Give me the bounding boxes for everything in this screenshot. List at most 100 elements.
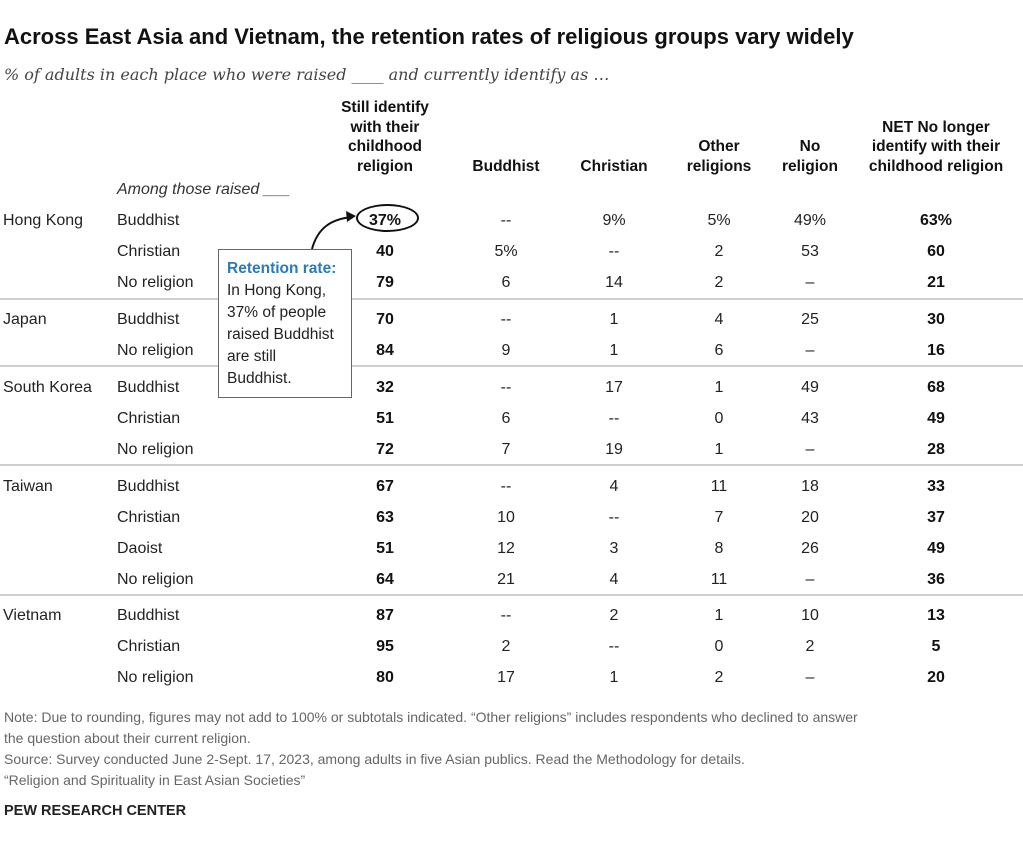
retention-callout: Retention rate: In Hong Kong, 37% of peo… — [218, 249, 352, 398]
table-row: Christian 63 10 -- 7 20 37 — [0, 502, 1023, 533]
value-cell-christian: 17 — [605, 379, 623, 396]
value-cell-none: 53 — [801, 243, 819, 260]
value-cell-other: 11 — [710, 478, 728, 495]
value-cell-none: 2 — [805, 638, 815, 655]
among-label: Among those raised ___ — [117, 181, 291, 198]
value-cell-none: 25 — [801, 311, 819, 328]
value-cell-other: 1 — [714, 607, 724, 624]
value-cell-net: 49 — [927, 410, 945, 427]
value-cell-christian: 14 — [605, 274, 623, 291]
footnote-line: the question about their current religio… — [4, 730, 251, 746]
value-cell-none: 20 — [801, 509, 819, 526]
value-cell-none: 49% — [793, 212, 827, 229]
value-cell-none: 26 — [801, 540, 819, 557]
raised-label: No religion — [117, 342, 194, 359]
raised-label: Buddhist — [117, 311, 180, 328]
value-cell-christian: -- — [608, 509, 620, 526]
value-cell-christian: 1 — [609, 669, 619, 686]
value-cell-buddhist: 17 — [497, 669, 515, 686]
value-cell-other: 0 — [714, 638, 724, 655]
value-cell-still: 87 — [376, 607, 394, 624]
value-cell-net: 16 — [927, 342, 945, 359]
value-cell-net: 28 — [927, 441, 945, 458]
value-cell-net: 20 — [927, 669, 945, 686]
value-cell-buddhist: 7 — [501, 441, 511, 458]
value-cell-still: 72 — [376, 441, 394, 458]
raised-label: Christian — [117, 509, 181, 526]
group-divider — [0, 464, 1023, 466]
value-cell-still: 67 — [376, 478, 394, 495]
value-cell-other: 5% — [707, 212, 731, 229]
value-cell-still: 79 — [376, 274, 394, 291]
table-row: Japan Buddhist 70 -- 1 4 25 30 — [0, 304, 1023, 335]
value-cell-net: 49 — [927, 540, 945, 557]
value-cell-none: – — [805, 669, 815, 686]
raised-label: No religion — [117, 441, 194, 458]
value-cell-net: 60 — [927, 243, 945, 260]
raised-label: Buddhist — [117, 379, 180, 396]
table-row: Christian 51 6 -- 0 43 49 — [0, 403, 1023, 434]
value-cell-buddhist: 5% — [494, 243, 518, 260]
value-cell-none: – — [805, 441, 815, 458]
value-cell-none: – — [805, 342, 815, 359]
value-cell-buddhist: -- — [500, 607, 512, 624]
table-row: Christian 95 2 -- 0 2 5 — [0, 631, 1023, 662]
value-cell-still: 63 — [376, 509, 394, 526]
raised-label: No religion — [117, 669, 194, 686]
value-cell-still: 32 — [376, 379, 394, 396]
column-header-line: NET No longer — [882, 118, 990, 136]
column-header-line: with their — [350, 118, 420, 136]
value-cell-buddhist: 21 — [497, 571, 515, 588]
column-header-buddhist: Buddhist — [472, 157, 539, 177]
value-cell-other: 2 — [714, 274, 724, 291]
column-header-none: No religion — [782, 137, 838, 176]
place-label: Vietnam — [3, 607, 62, 624]
value-cell-other: 6 — [714, 342, 724, 359]
value-cell-christian: 1 — [609, 342, 619, 359]
value-cell-none: – — [805, 274, 815, 291]
column-header-net: NET No longer identify with their childhoo… — [869, 118, 1003, 177]
group-divider — [0, 365, 1023, 367]
place-label: Japan — [3, 311, 47, 328]
value-cell-buddhist: 2 — [501, 638, 511, 655]
value-cell-still: 95 — [376, 638, 394, 655]
value-cell-buddhist: 10 — [497, 509, 515, 526]
value-cell-other: 8 — [714, 540, 724, 557]
chart-title: Across East Asia and Vietnam, the retent… — [4, 24, 854, 49]
column-header-line: No — [799, 138, 821, 155]
value-cell-net: 5 — [931, 638, 941, 655]
table-row: No religion 80 17 1 2 – 20 — [0, 662, 1023, 693]
callout-text: In Hong Kong, 37% of people raised Buddh… — [227, 282, 334, 387]
table-row: No religion 72 7 19 1 – 28 — [0, 434, 1023, 465]
value-cell-still: 51 — [376, 540, 394, 557]
footnote-line: Source: Survey conducted June 2-Sept. 17… — [4, 751, 745, 767]
column-header-line: Buddhist — [472, 157, 540, 175]
highlight-circle — [356, 204, 419, 232]
value-cell-christian: 19 — [605, 441, 623, 458]
value-cell-net: 21 — [927, 274, 945, 291]
table-row: Vietnam Buddhist 87 -- 2 1 10 13 — [0, 600, 1023, 631]
value-cell-other: 0 — [714, 410, 724, 427]
value-cell-other: 1 — [714, 379, 724, 396]
raised-label: Buddhist — [117, 212, 180, 229]
value-cell-christian: 1 — [609, 311, 619, 328]
table-row: South Korea Buddhist 32 -- 17 1 49 68 — [0, 372, 1023, 403]
raised-label: Christian — [117, 638, 181, 655]
table-row: Christian 40 5% -- 2 53 60 — [0, 236, 1023, 267]
brand-logo-text: PEW RESEARCH CENTER — [4, 803, 187, 819]
value-cell-none: 43 — [801, 410, 819, 427]
value-cell-christian: -- — [608, 410, 620, 427]
value-cell-buddhist: 9 — [501, 342, 511, 359]
column-header-line: Still identify — [341, 99, 429, 116]
column-header-still: Still identify with their childhood religio… — [341, 98, 429, 176]
value-cell-net: 33 — [927, 478, 945, 495]
table-row: Hong Kong Buddhist 37% -- 9% 5% 49% 63% — [0, 205, 1023, 236]
column-header-line: Christian — [580, 157, 648, 175]
group-divider — [0, 594, 1023, 596]
value-cell-net: 36 — [927, 571, 945, 588]
value-cell-buddhist: -- — [500, 311, 512, 328]
value-cell-net: 68 — [927, 379, 945, 396]
raised-label: Christian — [117, 243, 181, 260]
callout-highlight: Retention rate: — [227, 260, 337, 277]
value-cell-other: 2 — [714, 243, 724, 260]
